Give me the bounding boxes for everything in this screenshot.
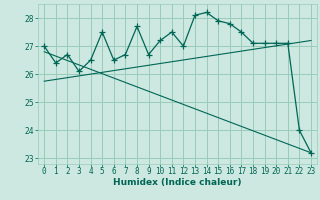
X-axis label: Humidex (Indice chaleur): Humidex (Indice chaleur) xyxy=(113,178,242,187)
